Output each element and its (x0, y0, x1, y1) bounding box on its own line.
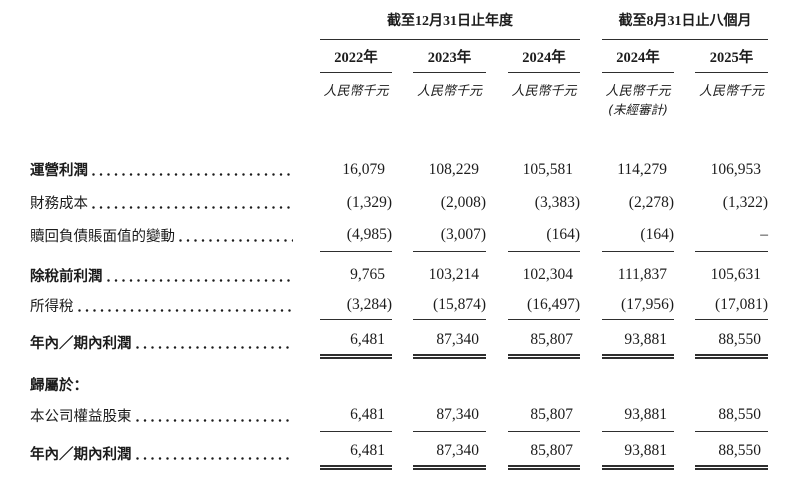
row-label: 年內／期內利潤 (30, 447, 132, 463)
cell-value: 88,550 (695, 326, 768, 359)
cell-value: (17,081) (695, 290, 768, 320)
row-finance-costs: 財務成本 (1,329) (2,008) (3,383) (2,278) (1,… (30, 186, 799, 219)
row-operating-profit: 運營利潤 16,079 108,229 105,581 114,279 106,… (30, 153, 799, 186)
unit-label: 人民幣千元 (511, 84, 577, 99)
cell-value: (3,383) (534, 193, 580, 211)
cell-value: 87,340 (413, 326, 486, 359)
cell-value: (164) (602, 219, 674, 252)
unit-label: 人民幣千元 (698, 84, 764, 99)
col-header-2022: 2022年 (320, 40, 392, 73)
cell-value: (16,497) (508, 290, 580, 320)
cell-value: 85,807 (508, 437, 580, 470)
unit-label: 人民幣千元 (605, 84, 671, 99)
cell-value: 108,229 (428, 160, 479, 178)
column-group-header-row: 截至12月31日止年度 截至8月31日止八個月 (30, 12, 799, 40)
row-label: 年內／期內利潤 (30, 336, 132, 352)
cell-value: (1,329) (346, 193, 392, 211)
cell-value: 87,340 (413, 437, 486, 470)
cell-value: (2,278) (628, 193, 674, 211)
row-redemption-liability-carrying-value-change: 贖回負債賬面值的變動 (4,985) (3,007) (164) (164) – (30, 219, 799, 252)
row-label: 財務成本 (30, 196, 88, 212)
dot-leader (92, 206, 293, 209)
cell-value: (164) (508, 219, 580, 252)
cell-value: 6,481 (320, 326, 392, 359)
cell-value: (3,007) (413, 219, 486, 252)
cell-value: (2,008) (440, 193, 486, 211)
cell-value: 6,481 (320, 399, 392, 432)
unit-label: 人民幣千元 (323, 84, 389, 99)
row-profit-before-tax: 除稅前利潤 9,765 103,214 102,304 111,837 105,… (30, 260, 799, 290)
cell-value: (1,322) (722, 193, 768, 211)
dot-leader (106, 278, 293, 282)
col-header-2023: 2023年 (413, 40, 486, 73)
cell-value: 85,807 (508, 399, 580, 432)
year-header-row: 2022年 2023年 2024年 2024年 2025年 (30, 40, 799, 73)
dot-leader (77, 308, 293, 312)
cell-value: 111,837 (617, 266, 667, 283)
cell-value: (4,985) (320, 219, 392, 252)
cell-value: 102,304 (522, 266, 573, 283)
dot-leader (135, 419, 293, 422)
row-label: 所得稅 (30, 298, 74, 315)
row-profit-for-year-period: 年內／期內利潤 6,481 87,340 85,807 93,881 88,55… (30, 326, 799, 359)
cell-value: 87,340 (413, 399, 486, 432)
dot-leader (135, 457, 293, 460)
row-equity-shareholders-of-company: 本公司權益股東 6,481 87,340 85,807 93,881 88,55… (30, 399, 799, 432)
unaudited-note: (未經審計) (608, 102, 668, 117)
cell-value: 106,953 (710, 160, 761, 178)
cell-value: 93,881 (602, 399, 674, 432)
dot-leader (179, 239, 293, 242)
cell-value: 88,550 (695, 399, 768, 432)
dot-leader (92, 173, 293, 176)
row-label: 除稅前利潤 (30, 268, 103, 285)
unaudited-note-row: (未經審計) (30, 99, 799, 117)
cell-value: 93,881 (602, 326, 674, 359)
cell-value: 105,631 (710, 266, 761, 283)
row-label: 贖回負債賬面值的變動 (30, 229, 175, 245)
table-body: 運營利潤 16,079 108,229 105,581 114,279 106,… (30, 153, 799, 470)
col-header-2024-eight-months: 2024年 (602, 40, 674, 73)
col-header-2025: 2025年 (695, 40, 768, 73)
cell-value: 114,279 (617, 160, 667, 178)
col-group-title-year-ended-dec31: 截至12月31日止年度 (320, 12, 580, 40)
cell-value: (15,874) (413, 290, 486, 320)
cell-value: 9,765 (350, 266, 385, 283)
row-label: 歸屬於： (30, 377, 88, 394)
cell-value: (17,956) (602, 290, 674, 320)
cell-value: 93,881 (602, 437, 674, 470)
row-income-tax: 所得稅 (3,284) (15,874) (16,497) (17,956) (… (30, 290, 799, 320)
cell-value: 103,214 (428, 266, 479, 283)
cell-value: 6,481 (320, 437, 392, 470)
col-header-2024: 2024年 (508, 40, 580, 73)
row-label: 運營利潤 (30, 163, 88, 179)
unit-row: 人民幣千元 人民幣千元 人民幣千元 人民幣千元 人民幣千元 (30, 73, 799, 99)
cell-value: 88,550 (695, 437, 768, 470)
cell-value: (3,284) (320, 290, 392, 320)
col-group-title-eight-months-aug31: 截至8月31日止八個月 (602, 12, 768, 40)
row-profit-for-year-period-total: 年內／期內利潤 6,481 87,340 85,807 93,881 88,55… (30, 437, 799, 470)
cell-value: 85,807 (508, 326, 580, 359)
row-attributable-to: 歸屬於： (30, 369, 799, 399)
cell-value: – (695, 219, 768, 252)
cell-value: 105,581 (522, 160, 573, 178)
dot-leader (135, 346, 293, 349)
unit-label: 人民幣千元 (416, 84, 482, 99)
cell-value: 16,079 (342, 160, 385, 178)
row-label: 本公司權益股東 (30, 409, 132, 425)
